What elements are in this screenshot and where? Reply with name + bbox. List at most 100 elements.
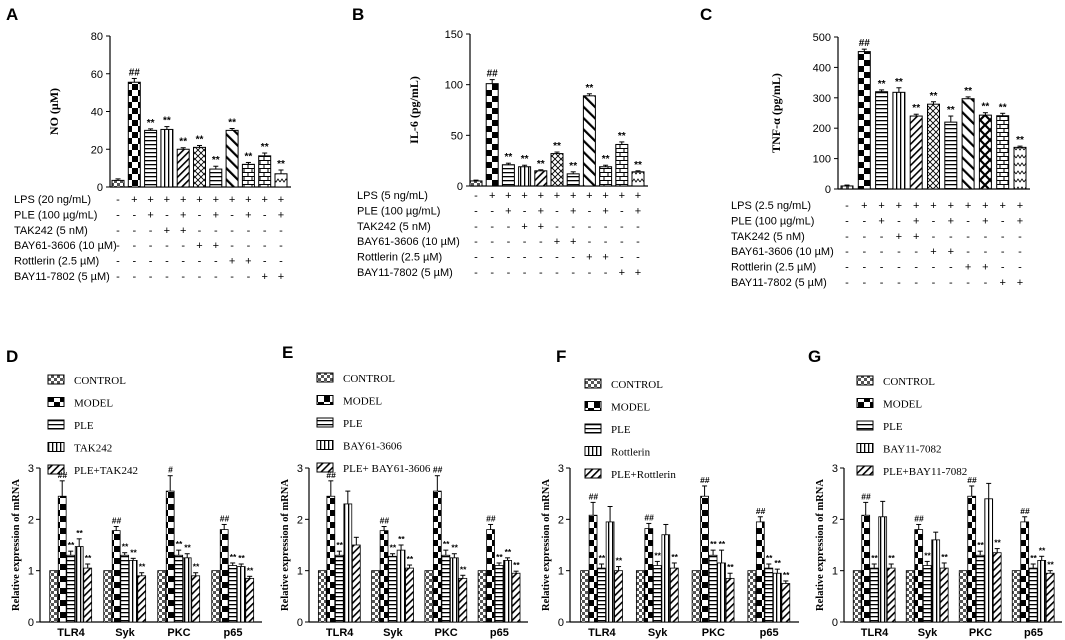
significance-label: ** [710, 539, 717, 549]
treatment-sign: - [1018, 262, 1022, 274]
bar [939, 567, 949, 623]
legend-swatch [584, 401, 602, 411]
bar [772, 572, 782, 623]
legend-label: CONTROL [74, 375, 126, 387]
legend-swatch [584, 423, 602, 434]
treatment-row-label: TAK242 (5 nM) [14, 225, 88, 237]
y-tick-label: 0 [558, 617, 564, 629]
x-tick-label: Syk [115, 627, 135, 639]
legend-label: CONTROL [343, 373, 395, 385]
treatment-row-label: Rottlerin (2.5 µM) [731, 262, 816, 274]
treatment-sign: + [896, 231, 902, 243]
bar [755, 521, 765, 623]
treatment-row-label: BAY11-7802 (5 µM) [14, 271, 110, 283]
treatment-sign: - [604, 267, 608, 279]
significance-label: ** [147, 118, 155, 129]
significance-label: ## [967, 475, 977, 485]
bar [405, 567, 414, 623]
treatment-sign: - [862, 246, 866, 258]
y-axis-label: TNF-α (pg/mL) [769, 73, 783, 153]
significance-label: ** [122, 542, 129, 552]
treatment-sign: - [880, 277, 884, 289]
bar [258, 155, 272, 188]
treatment-sign: + [948, 246, 954, 258]
legend-label: BAY61-3606 [343, 441, 402, 453]
treatment-sign: - [880, 246, 884, 258]
significance-label: ** [553, 141, 561, 152]
treatment-sign: - [914, 262, 918, 274]
treatment-sign: + [213, 194, 219, 206]
treatment-sign: + [180, 194, 186, 206]
treatment-sign: - [149, 225, 153, 237]
significance-label: ** [994, 538, 1001, 548]
treatment-sign: - [523, 236, 527, 248]
y-tick-label: 0 [457, 181, 463, 193]
treatment-sign: - [897, 246, 901, 258]
legend-label: MODEL [883, 399, 922, 411]
significance-label: ** [130, 547, 137, 557]
treatment-sign: - [539, 252, 543, 264]
treatment-sign: - [1001, 246, 1005, 258]
treatment-sign: - [949, 277, 953, 289]
panel-b-chart: 0 50 100 150 IL-6 (pg/mL) ## ** ** ** ** ** ** ** ** *… [357, 29, 648, 279]
significance-label: ## [589, 491, 599, 501]
legend-label: PLE [611, 424, 631, 436]
treatment-sign: + [948, 215, 954, 227]
significance-label: ** [616, 556, 623, 566]
treatment-sign: - [181, 271, 185, 283]
significance-label: ## [112, 516, 122, 526]
y-axis-label: Relative expression of mRNA [541, 479, 552, 611]
bar [958, 570, 968, 623]
bar [57, 495, 67, 623]
bar [371, 570, 380, 623]
y-tick-label: 0 [297, 617, 303, 629]
significance-label: ** [719, 539, 726, 549]
bar [1028, 567, 1038, 623]
treatment-sign: - [149, 240, 153, 252]
significance-label: ** [982, 102, 990, 113]
significance-label: ## [1020, 506, 1030, 516]
treatment-sign: - [932, 231, 936, 243]
bar [396, 549, 406, 623]
treatment-sign: + [570, 236, 576, 248]
y-tick-label: 1 [28, 566, 34, 578]
bar [1011, 570, 1021, 623]
significance-label: ** [766, 553, 773, 563]
treatment-sign: + [505, 205, 511, 217]
bar [605, 521, 615, 623]
treatment-sign: + [965, 262, 971, 274]
bar [861, 514, 871, 623]
bar [469, 180, 483, 187]
treatment-sign: + [164, 194, 170, 206]
legend-swatch [316, 440, 334, 450]
bar [501, 164, 515, 187]
treatment-sign: + [180, 225, 186, 237]
treatment-sign: - [966, 231, 970, 243]
bar [984, 498, 994, 623]
treatment-sign: + [619, 190, 625, 202]
treatment-sign: - [1018, 231, 1022, 243]
treatment-sign: - [132, 240, 136, 252]
bar [111, 179, 125, 188]
panel-d-chart: 0 1 2 3 Relative expression of mRNA CONTROL MO… [11, 374, 262, 639]
bar [74, 546, 84, 623]
treatment-sign: - [588, 221, 592, 233]
treatment-sign: - [523, 267, 527, 279]
treatment-sign: - [984, 246, 988, 258]
y-axis-label: IL-6 (pg/mL) [407, 76, 421, 144]
bar [1045, 572, 1055, 623]
treatment-sign: - [571, 221, 575, 233]
panel-c-chart: 0 100 200 300 400 500 TNF-α (pg/mL) ## ** ** ** ** *… [731, 32, 1030, 289]
treatment-sign: - [507, 221, 511, 233]
significance-label: ** [618, 131, 626, 142]
significance-label: ** [783, 570, 790, 580]
bar [1037, 560, 1047, 623]
legend-swatch [47, 397, 65, 407]
x-tick-label: Syk [648, 627, 668, 639]
legend-swatch [47, 442, 65, 452]
legend-label: BAY11-7082 [883, 444, 941, 456]
treatment-sign: - [555, 252, 559, 264]
legend-label: PLE+TAK242 [74, 465, 138, 477]
significance-label: ** [602, 154, 610, 165]
treatment-sign: - [845, 246, 849, 258]
